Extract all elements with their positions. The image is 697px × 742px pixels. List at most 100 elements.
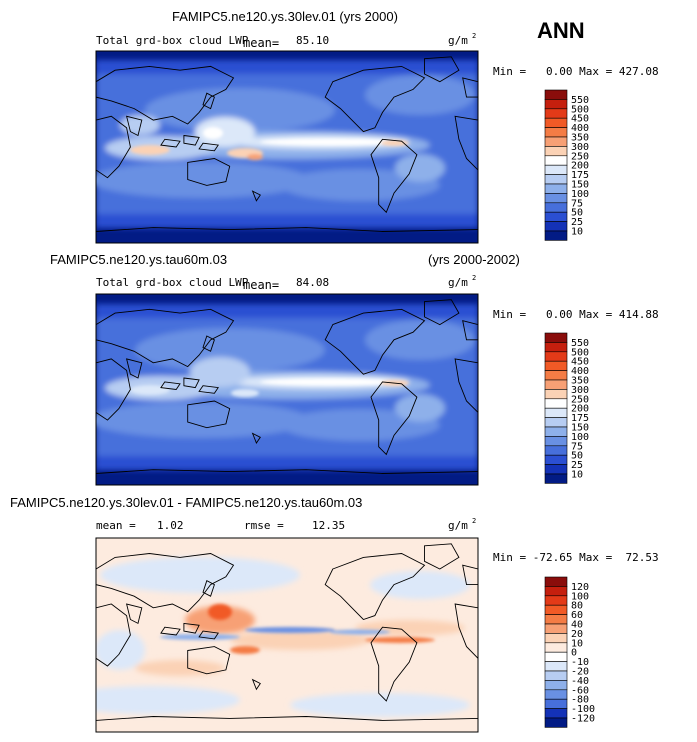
- panel-1-mean-label: mean=: [243, 36, 279, 50]
- colorbar-swatch: [544, 604, 568, 615]
- coastline-outline: [370, 626, 418, 702]
- panel-3-units: g/m 2: [448, 517, 476, 532]
- colorbar-tick-label: 500: [571, 347, 589, 358]
- colorbar-tick-label: 10: [571, 470, 583, 481]
- units-label: g/m: [448, 34, 468, 47]
- coastline-outline: [454, 358, 478, 414]
- panel-2-title: FAMIPC5.ne120.ys.tau60m.03: [50, 252, 227, 267]
- panel-3-frame: [95, 537, 479, 733]
- coastline-outline: [370, 381, 418, 456]
- colorbar-tick-label: 450: [571, 114, 589, 125]
- colorbar-swatch: [544, 117, 568, 128]
- panel-1-map: [96, 51, 478, 243]
- panel-3-coastlines: [96, 543, 478, 721]
- panel-1-mean-value: 85.10: [296, 34, 329, 47]
- units-label: g/m: [448, 519, 468, 532]
- coastline-outline: [187, 158, 231, 186]
- colorbar-swatch: [544, 108, 568, 119]
- coastline-outline: [454, 115, 478, 171]
- panel-2: FAMIPC5.ne120.ys.tau60m.03 (yrs 2000-200…: [50, 252, 520, 485]
- coastline-outline: [462, 320, 478, 341]
- coastlines: [96, 56, 478, 721]
- coastline-outline: [125, 603, 143, 625]
- colorbar-swatch: [544, 136, 568, 147]
- coastline-outline: [202, 580, 215, 597]
- colorbar-swatch: [544, 360, 568, 371]
- coastline-outline: [96, 227, 478, 232]
- coastline-outline: [96, 65, 235, 125]
- colorbar-tick-label: 550: [571, 95, 589, 106]
- colorbar-swatch: [544, 398, 568, 409]
- panel-1-colorbar: 5505004504003503002502001751501007550251…: [544, 89, 589, 241]
- coastline-outline: [462, 564, 478, 586]
- colorbar-tick-label: 200: [571, 404, 589, 415]
- coastline-outline: [96, 469, 478, 474]
- colorbar-swatch: [544, 379, 568, 390]
- colorbar-swatch: [544, 595, 568, 606]
- panel-3: FAMIPC5.ne120.ys.30lev.01 - FAMIPC5.ne12…: [10, 495, 478, 732]
- colorbar-swatch: [544, 661, 568, 672]
- colorbar-tick-label: 550: [571, 338, 589, 349]
- coastline-outline: [160, 138, 181, 148]
- colorbar-tick-label: 60: [571, 610, 583, 621]
- colorbar-swatch: [544, 445, 568, 456]
- panel-2-coastlines: [96, 299, 478, 474]
- colorbar-swatch: [544, 351, 568, 362]
- colorbar-swatch: [544, 680, 568, 691]
- coastline-outline: [370, 138, 418, 214]
- panel-2-years: (yrs 2000-2002): [428, 252, 520, 267]
- colorbar-swatch: [544, 155, 568, 166]
- colorbar-swatch: [544, 389, 568, 400]
- coastline-outline: [187, 646, 231, 675]
- panel-3-mean-label: mean =: [96, 519, 136, 532]
- coastline-outline: [125, 358, 143, 379]
- coastline-outline: [96, 115, 131, 179]
- coastline-outline: [96, 308, 235, 368]
- coastline-outline: [251, 432, 261, 444]
- coastline-outline: [424, 56, 460, 83]
- colorbar-swatch: [544, 576, 568, 587]
- coastline-outline: [198, 630, 219, 640]
- colorbar-swatch: [544, 407, 568, 418]
- coastline-outline: [202, 92, 215, 110]
- coastline-outline: [424, 543, 460, 570]
- coastline-outline: [187, 400, 231, 429]
- coastline-outline: [183, 622, 200, 634]
- panel-2-colorbar: 5505004504003503002502001751501007550251…: [544, 332, 589, 484]
- colorbar-tick-label: 150: [571, 180, 589, 191]
- units-label: g/m: [448, 276, 468, 289]
- colorbar-tick-label: 150: [571, 423, 589, 434]
- panel-2-min-max: Min = 0.00 Max = 414.88: [493, 308, 659, 321]
- colorbar-tick-label: 80: [571, 601, 583, 612]
- coastline-outline: [251, 678, 261, 691]
- colorbar-tick-label: 75: [571, 441, 583, 452]
- colorbar-swatch: [544, 614, 568, 625]
- panel-3-min-max: Min = -72.65 Max = 72.53: [493, 551, 659, 564]
- colorbar-swatch: [544, 332, 568, 343]
- colorbar-tick-label: 250: [571, 151, 589, 162]
- coastline-outline: [462, 77, 478, 98]
- colorbar-swatch: [544, 174, 568, 185]
- coastline-outline: [183, 377, 200, 389]
- colorbar-tick-label: 350: [571, 376, 589, 387]
- colorbar-tick-label: -100: [571, 704, 595, 715]
- colorbar-swatch: [544, 708, 568, 719]
- colorbar-swatch: [544, 473, 568, 484]
- colorbar-tick-label: 300: [571, 142, 589, 153]
- colorbar-tick-label: 25: [571, 460, 583, 471]
- coastline-outline: [324, 553, 426, 621]
- colorbar-tick-label: -120: [571, 714, 595, 725]
- colorbar-tick-label: 50: [571, 208, 583, 219]
- colorbar-tick-label: 400: [571, 366, 589, 377]
- colorbar-tick-label: 100: [571, 189, 589, 200]
- panel-1-frame: [95, 50, 479, 244]
- coastline-outline: [202, 335, 215, 352]
- colorbar-tick-label: 200: [571, 161, 589, 172]
- panel-3-title: FAMIPC5.ne120.ys.30lev.01 - FAMIPC5.ne12…: [10, 495, 362, 510]
- coastline-outline: [96, 716, 478, 721]
- panel-1-title: FAMIPC5.ne120.ys.30lev.01 (yrs 2000): [172, 9, 398, 24]
- colorbar-tick-label: 350: [571, 133, 589, 144]
- units-exponent: 2: [472, 517, 476, 525]
